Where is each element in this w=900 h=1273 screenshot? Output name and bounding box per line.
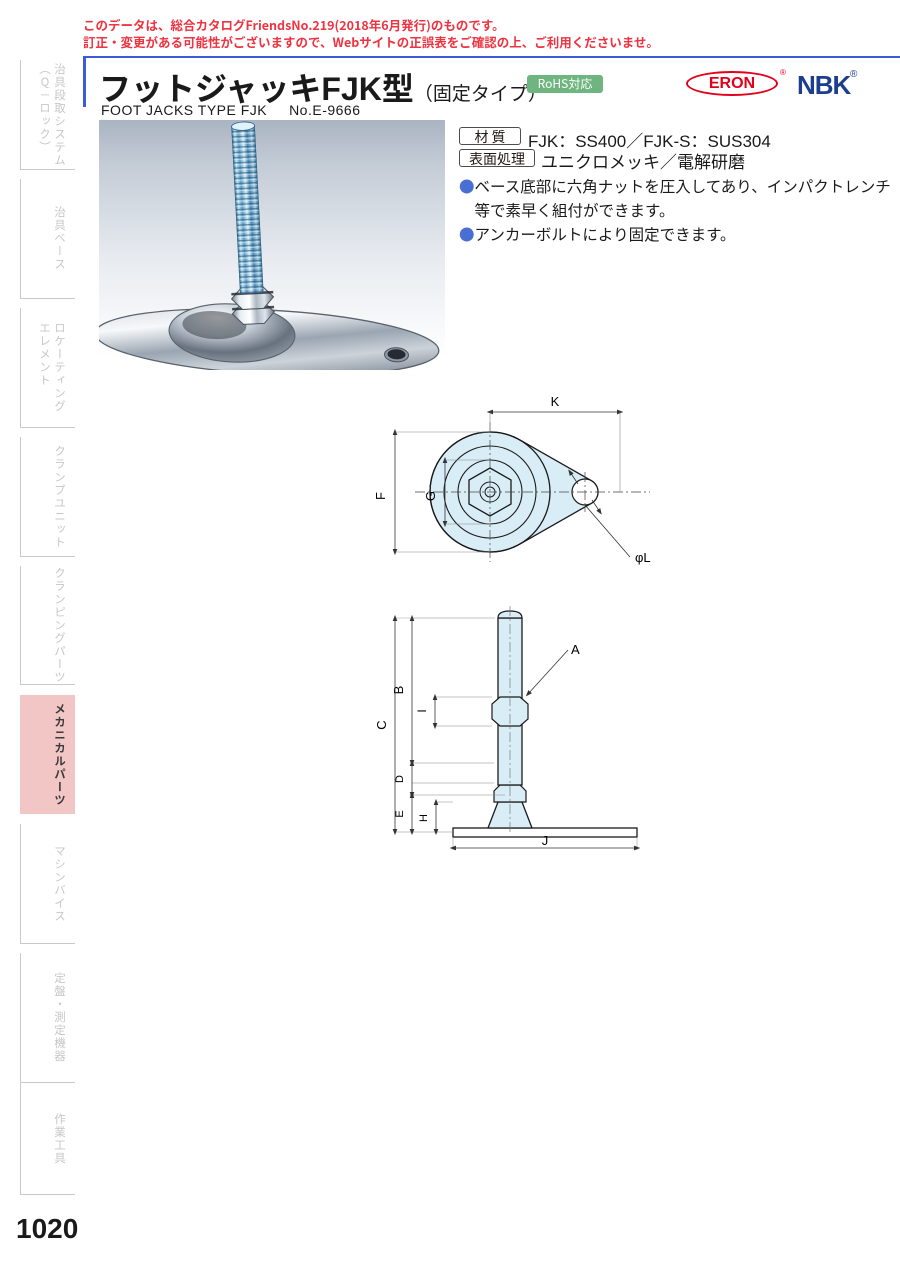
svg-text:B: B — [391, 686, 406, 695]
svg-text:C: C — [374, 720, 389, 729]
svg-text:A: A — [571, 642, 580, 657]
svg-text:F: F — [373, 492, 388, 500]
svg-text:D: D — [394, 775, 406, 783]
svg-text:J: J — [542, 833, 549, 848]
svg-text:H: H — [418, 814, 430, 822]
svg-text:I: I — [415, 709, 429, 712]
svg-text:K: K — [551, 394, 560, 409]
svg-text:E: E — [394, 810, 406, 817]
svg-text:G: G — [423, 491, 438, 501]
svg-text:φL: φL — [635, 550, 651, 565]
